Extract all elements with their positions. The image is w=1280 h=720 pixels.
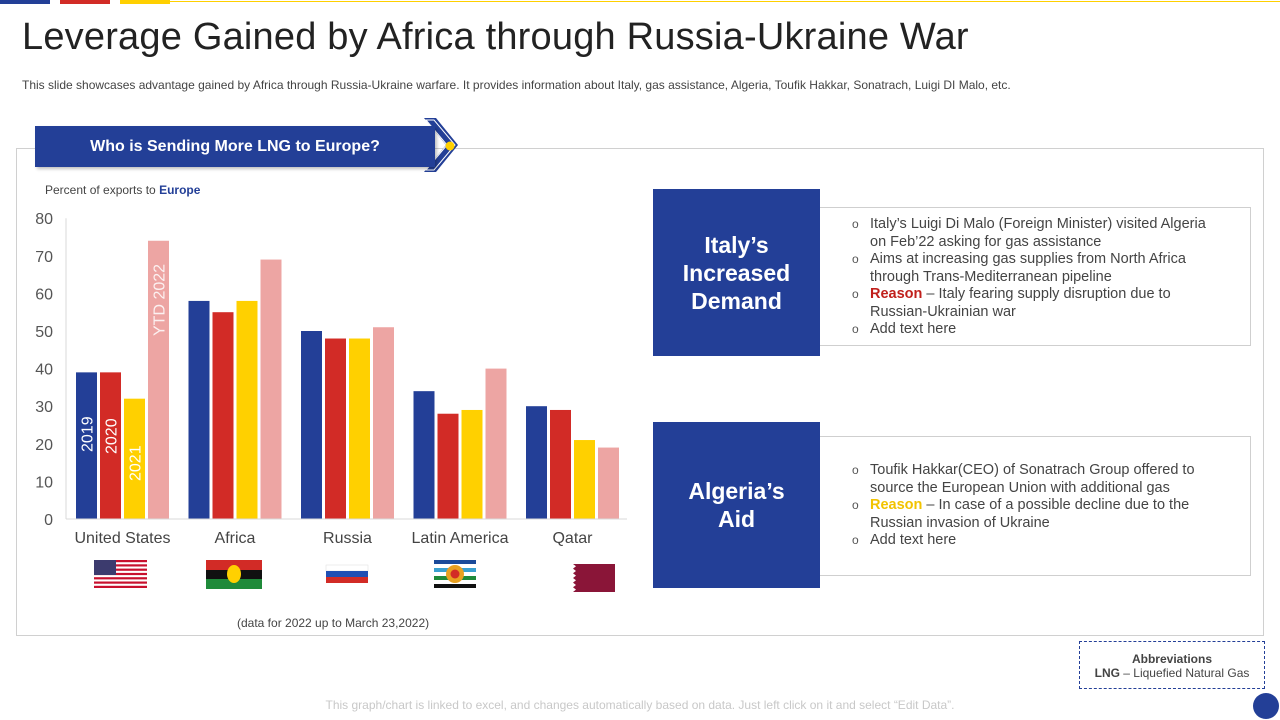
bar-1-0[interactable]: [188, 300, 210, 519]
bar-1-3[interactable]: [260, 259, 282, 519]
algeria-heading-box: Algeria’s Aid: [653, 422, 820, 588]
bar-3-3[interactable]: [485, 368, 507, 519]
chart-data-note: (data for 2022 up to March 23,2022): [237, 616, 430, 630]
chart-subtitle: Percent of exports to Europe: [45, 183, 201, 197]
x-tick-label: Africa: [215, 530, 256, 547]
bar-2-2[interactable]: [349, 338, 370, 519]
corner-dot: [1253, 693, 1279, 719]
flag-russia-icon: [325, 564, 369, 583]
chart-subtitle-prefix: Percent of exports to: [45, 183, 159, 197]
abbreviations-box: Abbreviations LNG – Liquefied Natural Ga…: [1079, 641, 1265, 689]
algeria-reason-text: – In case of a possible decline due to t…: [870, 497, 1190, 531]
abbreviation-term: LNG: [1094, 666, 1120, 680]
bar-1-2[interactable]: [236, 300, 258, 519]
x-tick-label: Latin America: [412, 530, 509, 547]
y-tick-label: 20: [35, 437, 53, 454]
lng-export-bar-chart[interactable]: Percent of exports to Europe 0 10 20 30 40 50…: [0, 0, 640, 640]
italy-point-1: Italy’s Luigi Di Malo (Foreign Minister)…: [820, 216, 1250, 251]
abbreviation-entry: LNG – Liquefied Natural Gas: [1080, 666, 1264, 680]
abbreviation-definition: – Liquefied Natural Gas: [1119, 666, 1250, 680]
accent-bar-navy: [0, 0, 50, 4]
italy-heading-box: Italy’s Increased Demand: [653, 189, 820, 356]
y-axis: 0 10 20 30 40 50 60 70 80: [35, 211, 67, 529]
bars-group: 2019 2020 2021 YTD 2022: [76, 240, 619, 519]
algeria-reason: Reason – In case of a possible decline d…: [820, 497, 1250, 532]
bar-2-1[interactable]: [325, 338, 346, 519]
accent-line: [170, 1, 1280, 2]
y-tick-label: 70: [35, 249, 53, 266]
bar-4-1[interactable]: [550, 409, 571, 519]
bar-3-1[interactable]: [437, 413, 459, 519]
y-tick-label: 0: [44, 512, 53, 529]
algeria-detail-box: Toufik Hakkar(CEO) of Sonatrach Group of…: [820, 436, 1251, 576]
series-label: 2021: [128, 445, 145, 481]
series-label: YTD 2022: [152, 264, 169, 336]
italy-heading-line-2: Increased: [682, 259, 791, 286]
italy-detail-box: Italy’s Luigi Di Malo (Foreign Minister)…: [820, 207, 1251, 346]
bar-1-1[interactable]: [212, 312, 234, 519]
bar-0-3[interactable]: [148, 240, 169, 519]
page-title: Leverage Gained by Africa through Russia…: [22, 16, 969, 58]
algeria-heading-line-1: Algeria’s: [688, 478, 785, 504]
flag-united-states-icon: [94, 560, 147, 588]
bar-4-3[interactable]: [598, 447, 619, 519]
x-axis: United States Africa Russia Latin America Qa…: [66, 518, 627, 547]
italy-heading-line-1: Italy’s: [704, 231, 769, 258]
content-panel: [16, 148, 1264, 636]
x-tick-label: United States: [74, 530, 170, 547]
algeria-add-text[interactable]: Add text here: [820, 532, 1250, 550]
y-tick-label: 80: [35, 211, 53, 228]
bar-0-2[interactable]: [124, 398, 145, 519]
bar-2-3[interactable]: [373, 327, 394, 519]
footer-note: This graph/chart is linked to excel, and…: [325, 698, 955, 712]
chart-subtitle-emphasis: Europe: [159, 183, 201, 197]
italy-heading-line-3: Demand: [691, 287, 782, 314]
x-tick-label: Russia: [323, 530, 372, 547]
accent-bar-yellow: [120, 0, 170, 4]
italy-point-2: Aims at increasing gas supplies from Nor…: [820, 251, 1250, 286]
algeria-reason-label: Reason: [870, 497, 923, 513]
bar-4-0[interactable]: [526, 406, 547, 519]
flags-group: [94, 560, 615, 592]
bar-0-1[interactable]: [100, 372, 121, 519]
italy-reason: Reason – Italy fearing supply disruption…: [820, 286, 1250, 321]
flag-latin-america-icon: [434, 560, 476, 588]
y-tick-label: 60: [35, 286, 53, 303]
bar-3-2[interactable]: [461, 409, 483, 519]
flag-qatar-icon: [566, 564, 615, 592]
abbreviations-heading: Abbreviations: [1131, 652, 1212, 666]
bar-2-0[interactable]: [301, 331, 322, 519]
italy-reason-label: Reason: [870, 286, 923, 302]
page-subtitle: This slide showcases advantage gained by…: [22, 78, 1011, 92]
bar-3-0[interactable]: [413, 391, 435, 519]
algeria-point-1: Toufik Hakkar(CEO) of Sonatrach Group of…: [820, 462, 1250, 497]
series-label: 2019: [80, 416, 97, 452]
bar-0-0[interactable]: [76, 372, 97, 519]
algeria-heading-line-2: Aid: [717, 506, 756, 532]
flag-africa-icon: [206, 560, 262, 589]
banner-arrow-icon: [424, 118, 458, 172]
series-label: 2020: [104, 418, 121, 454]
italy-add-text[interactable]: Add text here: [820, 321, 1250, 339]
x-tick-label: Qatar: [552, 530, 593, 547]
chart-banner: Who is Sending More LNG to Europe?: [35, 126, 435, 167]
accent-bar-red: [60, 0, 110, 4]
y-tick-label: 40: [35, 362, 53, 379]
italy-reason-text: – Italy fearing supply disruption due to…: [870, 286, 1171, 320]
bar-4-2[interactable]: [574, 440, 595, 519]
y-tick-label: 30: [35, 399, 53, 416]
y-tick-label: 10: [35, 474, 53, 491]
y-tick-label: 50: [35, 324, 53, 341]
